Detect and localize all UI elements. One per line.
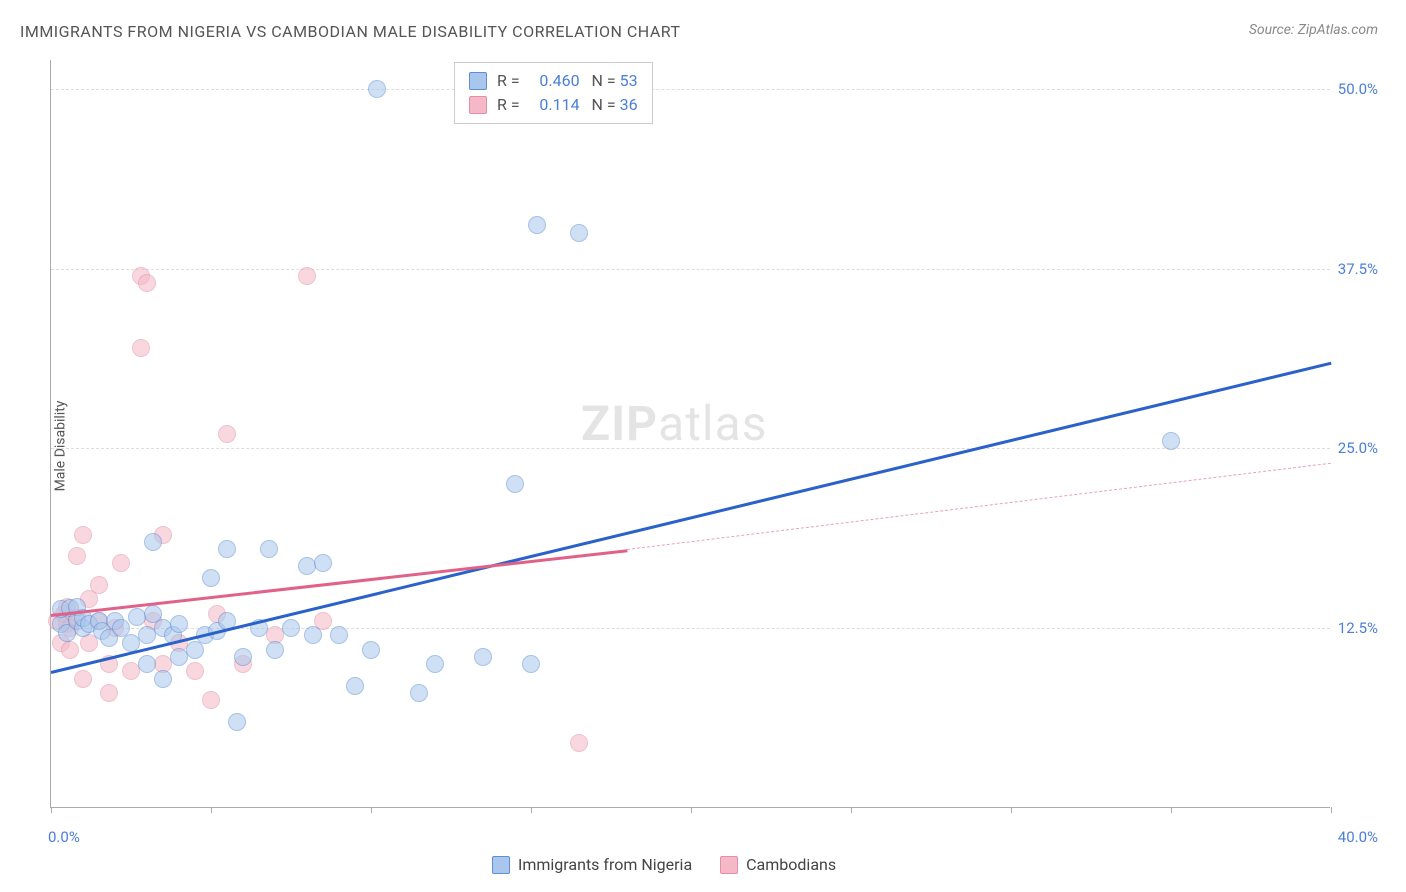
data-point <box>474 648 492 666</box>
data-point <box>202 569 220 587</box>
x-tick-label: 0.0% <box>48 828 80 846</box>
data-point <box>170 615 188 633</box>
watermark-bold: ZIP <box>581 395 658 452</box>
legend-item: Cambodians <box>720 855 836 874</box>
legend-label: Cambodians <box>746 855 836 874</box>
data-point <box>112 554 130 572</box>
data-point <box>346 677 364 695</box>
data-point <box>144 533 162 551</box>
data-point <box>298 557 316 575</box>
data-point <box>304 626 322 644</box>
data-point <box>330 626 348 644</box>
source-attribution: Source: ZipAtlas.com <box>1249 22 1378 38</box>
gridline <box>51 628 1330 629</box>
data-point <box>74 670 92 688</box>
legend-swatch <box>469 96 487 114</box>
y-tick-label: 12.5% <box>1338 619 1378 637</box>
y-tick-label: 37.5% <box>1338 260 1378 278</box>
x-tick <box>531 807 532 813</box>
data-point <box>128 608 146 626</box>
x-tick <box>691 807 692 813</box>
data-point <box>528 216 546 234</box>
data-point <box>362 641 380 659</box>
source-prefix: Source: <box>1249 22 1298 38</box>
data-point <box>426 655 444 673</box>
data-point <box>298 267 316 285</box>
y-tick-label: 50.0% <box>1338 80 1378 98</box>
watermark-text: ZIPatlas <box>581 395 767 452</box>
data-point <box>90 576 108 594</box>
source-name: ZipAtlas.com <box>1298 22 1378 38</box>
data-point <box>218 540 236 558</box>
x-tick <box>1331 807 1332 813</box>
data-point <box>138 655 156 673</box>
legend-swatch <box>469 72 487 90</box>
x-tick <box>1011 807 1012 813</box>
plot-area: ZIPatlas <box>50 60 1330 808</box>
legend-row: R = 0.460 N = 53 <box>469 69 638 93</box>
data-point <box>154 670 172 688</box>
series-legend: Immigrants from Nigeria Cambodians <box>492 855 836 874</box>
data-point <box>61 641 79 659</box>
data-point <box>314 554 332 572</box>
gridline <box>51 89 1330 90</box>
data-point <box>368 80 386 98</box>
data-point <box>74 526 92 544</box>
gridline <box>51 448 1330 449</box>
data-point <box>266 641 284 659</box>
data-point <box>260 540 278 558</box>
data-point <box>282 619 300 637</box>
data-point <box>506 475 524 493</box>
legend-swatch <box>492 856 510 874</box>
data-point <box>1162 432 1180 450</box>
data-point <box>100 684 118 702</box>
x-tick-label: 40.0% <box>1338 828 1378 846</box>
legend-row: R = 0.114 N = 36 <box>469 93 638 117</box>
y-tick-label: 25.0% <box>1338 439 1378 457</box>
x-tick <box>851 807 852 813</box>
watermark-rest: atlas <box>658 395 767 452</box>
data-point <box>570 734 588 752</box>
legend-stats: R = 0.114 N = 36 <box>497 93 638 117</box>
x-tick <box>1171 807 1172 813</box>
data-point <box>570 224 588 242</box>
chart-title: IMMIGRANTS FROM NIGERIA VS CAMBODIAN MAL… <box>20 22 681 41</box>
data-point <box>410 684 428 702</box>
legend-item: Immigrants from Nigeria <box>492 855 692 874</box>
x-tick <box>51 807 52 813</box>
data-point <box>138 274 156 292</box>
x-tick <box>371 807 372 813</box>
gridline <box>51 269 1330 270</box>
correlation-chart: IMMIGRANTS FROM NIGERIA VS CAMBODIAN MAL… <box>0 0 1406 892</box>
legend-stats: R = 0.460 N = 53 <box>497 69 638 93</box>
data-point <box>68 547 86 565</box>
data-point <box>218 425 236 443</box>
legend-swatch <box>720 856 738 874</box>
legend-label: Immigrants from Nigeria <box>518 855 692 874</box>
data-point <box>234 648 252 666</box>
correlation-legend: R = 0.460 N = 53R = 0.114 N = 36 <box>454 62 653 124</box>
trend-line <box>51 549 627 616</box>
data-point <box>132 339 150 357</box>
x-tick <box>211 807 212 813</box>
data-point <box>186 662 204 680</box>
data-point <box>202 691 220 709</box>
data-point <box>522 655 540 673</box>
data-point <box>228 713 246 731</box>
